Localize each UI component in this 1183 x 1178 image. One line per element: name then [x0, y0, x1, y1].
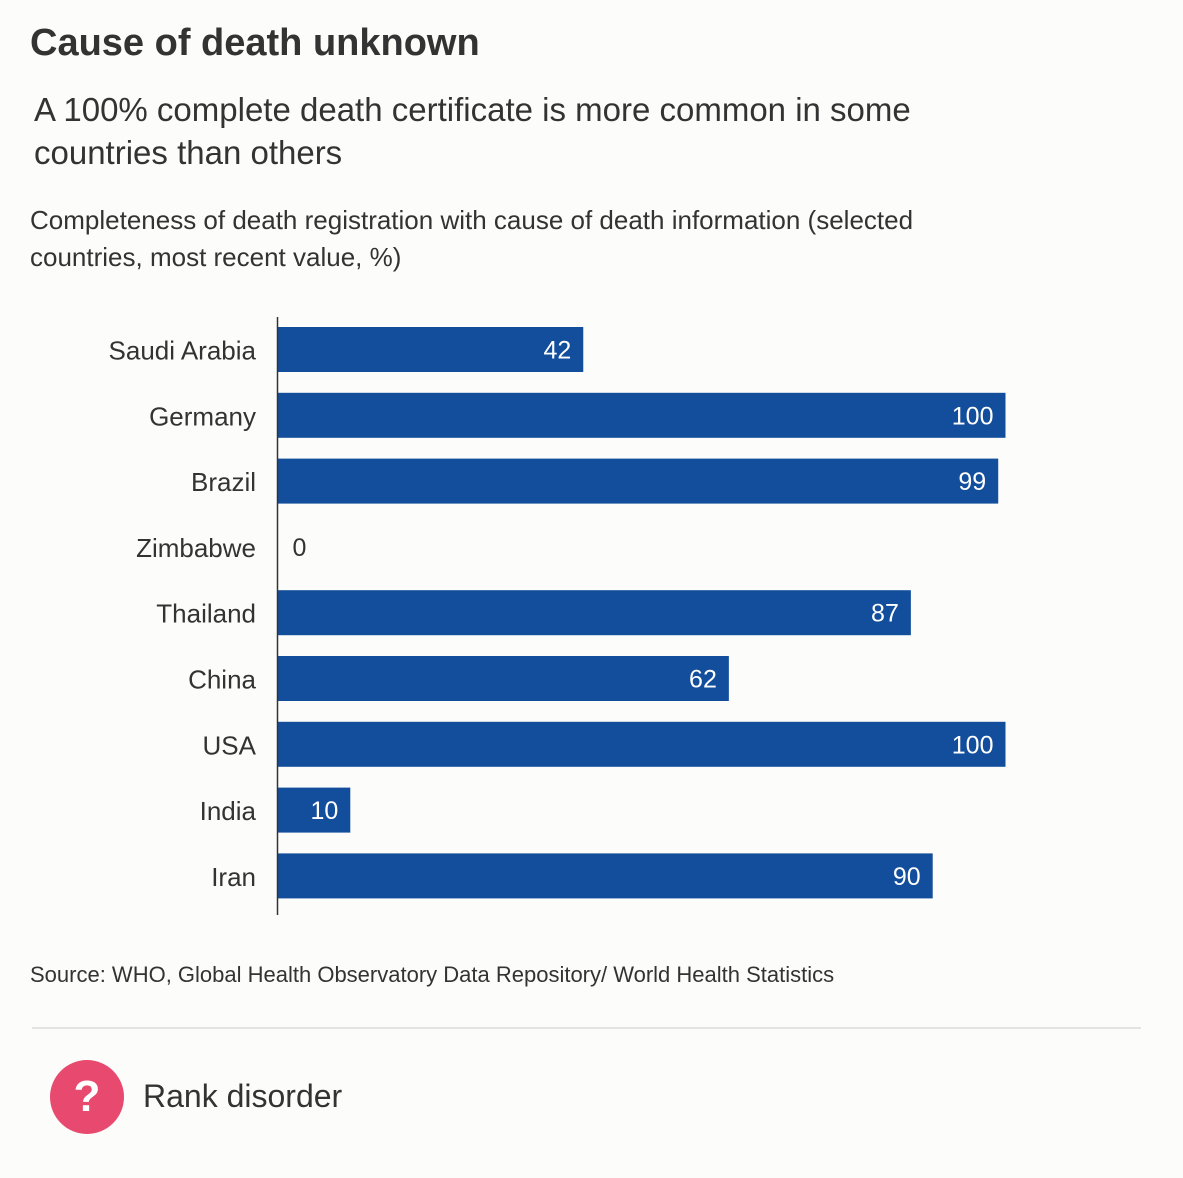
category-label: Brazil [191, 467, 256, 497]
question-mark-icon: ? [50, 1060, 124, 1134]
chart-subtitle: A 100% complete death certificate is mor… [34, 91, 911, 171]
bar-usa [277, 721, 1006, 767]
value-label: 42 [543, 337, 571, 365]
footer-divider [32, 1027, 1141, 1029]
bar-germany [277, 392, 1006, 438]
category-label: Germany [149, 401, 256, 431]
category-label: Thailand [156, 599, 256, 629]
value-label: 87 [871, 600, 899, 628]
category-label: Zimbabwe [136, 533, 256, 563]
value-label: 90 [893, 863, 921, 891]
svg-text:?: ? [74, 1072, 101, 1121]
value-label: 10 [310, 797, 338, 825]
category-label: China [188, 665, 256, 695]
value-label: 99 [958, 468, 986, 496]
value-label: 100 [952, 731, 994, 759]
bar-brazil [277, 458, 999, 504]
chart-title: Cause of death unknown [30, 22, 480, 64]
bar-saudi-arabia [277, 327, 584, 372]
value-label: 100 [952, 402, 994, 430]
value-label: 0 [293, 534, 307, 562]
bar-india [277, 787, 351, 833]
category-label: USA [203, 730, 257, 760]
bar-thailand [277, 590, 911, 636]
badge-label: Rank disorder [143, 1078, 343, 1114]
category-label: Iran [211, 862, 256, 892]
source-note: Source: WHO, Global Health Observatory D… [30, 962, 835, 987]
bar-iran [277, 853, 933, 899]
category-label: India [200, 796, 257, 826]
chart-axis-description: Completeness of death registration with … [30, 205, 914, 272]
bar-china [277, 656, 729, 701]
value-label: 62 [689, 666, 717, 694]
category-label: Saudi Arabia [109, 336, 257, 366]
